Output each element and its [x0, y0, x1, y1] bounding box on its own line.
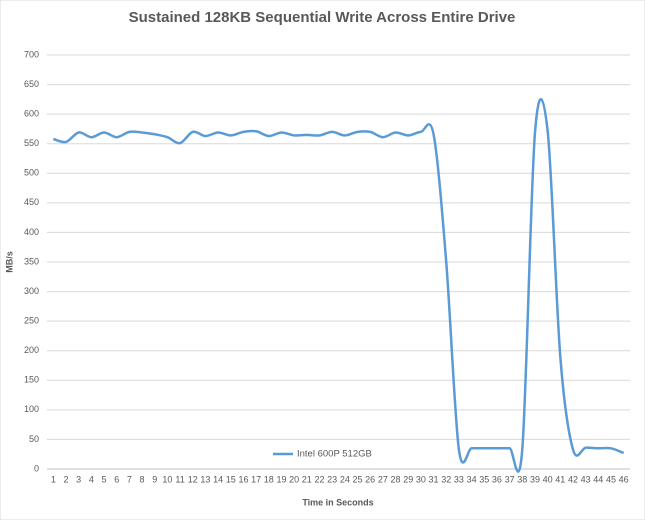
x-tick-label: 21 [302, 474, 312, 484]
x-tick-label: 20 [289, 474, 299, 484]
x-tick-label: 8 [140, 474, 145, 484]
x-tick-label: 27 [378, 474, 388, 484]
x-tick-label: 32 [441, 474, 451, 484]
x-tick-label: 12 [188, 474, 198, 484]
y-tick-label: 250 [24, 316, 39, 326]
x-tick-label: 33 [454, 474, 464, 484]
x-tick-label: 17 [251, 474, 261, 484]
y-tick-label: 700 [24, 49, 39, 59]
x-tick-label: 29 [403, 474, 413, 484]
x-tick-label: 34 [467, 474, 477, 484]
x-tick-label: 4 [89, 474, 94, 484]
y-tick-label: 500 [24, 168, 39, 178]
x-tick-label: 25 [353, 474, 363, 484]
legend-label: Intel 600P 512GB [297, 449, 372, 460]
x-tick-label: 37 [505, 474, 515, 484]
x-tick-label: 3 [76, 474, 81, 484]
x-tick-label: 9 [152, 474, 157, 484]
x-axis-title: Time in Seconds [302, 497, 373, 507]
x-tick-label: 40 [543, 474, 553, 484]
x-tick-label: 7 [127, 474, 132, 484]
x-tick-label: 43 [581, 474, 591, 484]
x-tick-label: 19 [276, 474, 286, 484]
y-tick-label: 450 [24, 197, 39, 207]
x-tick-label: 23 [327, 474, 337, 484]
x-tick-label: 31 [429, 474, 439, 484]
x-tick-label: 11 [175, 474, 184, 484]
y-tick-label: 650 [24, 79, 39, 89]
x-tick-label: 38 [517, 474, 527, 484]
x-tick-label: 44 [593, 474, 603, 484]
x-tick-label: 1 [51, 474, 56, 484]
x-tick-label: 36 [492, 474, 502, 484]
x-tick-label: 2 [64, 474, 69, 484]
x-tick-label: 35 [479, 474, 489, 484]
x-tick-label: 18 [264, 474, 274, 484]
x-tick-label: 39 [530, 474, 540, 484]
x-tick-label: 41 [555, 474, 565, 484]
x-tick-label: 42 [568, 474, 578, 484]
series-line [52, 98, 625, 473]
y-tick-label: 200 [24, 345, 39, 355]
y-tick-label: 350 [24, 256, 39, 266]
x-tick-label: 5 [102, 474, 107, 484]
y-tick-label: 600 [24, 109, 39, 119]
y-tick-label: 50 [29, 434, 39, 444]
x-tick-label: 22 [314, 474, 324, 484]
x-tick-label: 46 [619, 474, 629, 484]
x-tick-label: 15 [226, 474, 236, 484]
x-tick-label: 16 [238, 474, 248, 484]
x-tick-label: 45 [606, 474, 616, 484]
x-tick-label: 30 [416, 474, 426, 484]
y-tick-label: 300 [24, 286, 39, 296]
x-tick-label: 6 [114, 474, 119, 484]
y-tick-label: 400 [24, 227, 39, 237]
x-tick-label: 13 [200, 474, 210, 484]
y-tick-label: 550 [24, 138, 39, 148]
y-tick-label: 150 [24, 375, 39, 385]
y-tick-label: 0 [34, 463, 39, 473]
x-tick-label: 26 [365, 474, 375, 484]
x-tick-label: 28 [391, 474, 401, 484]
y-tick-label: 100 [24, 404, 39, 414]
y-axis-title: MB/s [4, 251, 14, 273]
chart-title: Sustained 128KB Sequential Write Across … [129, 9, 516, 26]
x-tick-label: 10 [162, 474, 172, 484]
x-tick-label: 24 [340, 474, 350, 484]
x-tick-label: 14 [213, 474, 223, 484]
